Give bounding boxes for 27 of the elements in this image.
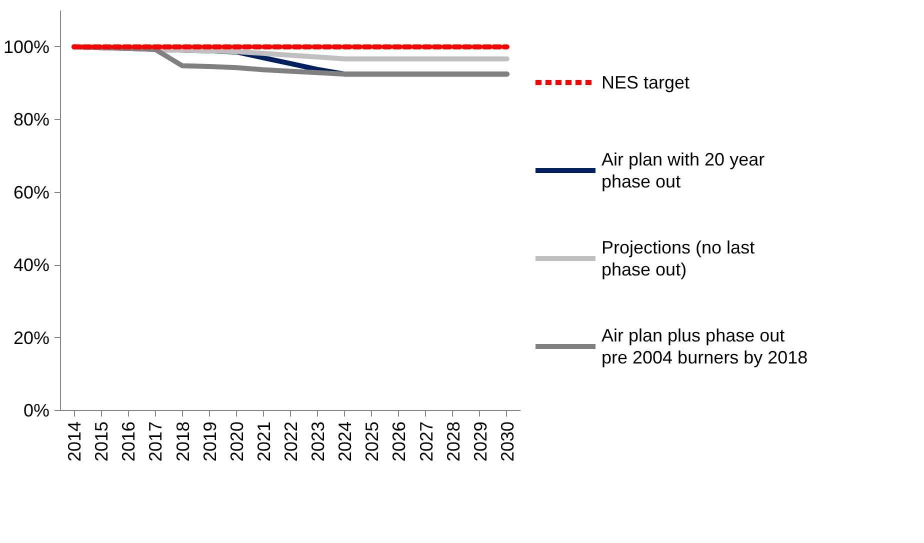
x-tick-label: 2021 (254, 421, 274, 462)
x-tick-label: 2027 (416, 421, 436, 462)
x-tick-label: 2022 (281, 421, 301, 462)
x-tick-label: 2030 (497, 421, 518, 462)
x-tick-label: 2016 (118, 421, 139, 462)
x-tick-label: 2019 (200, 421, 220, 462)
legend-label: Air plan plus phase out pre 2004 burners by 2018 (602, 326, 808, 368)
y-tick-label: 40% (13, 255, 50, 276)
x-tick-label: 2018 (172, 421, 193, 462)
y-tick-label: 100% (3, 36, 50, 57)
legend-label: NES target (602, 72, 690, 92)
legend-label: Air plan with 20 year phase out (602, 150, 765, 192)
x-tick-label: 2017 (146, 421, 166, 462)
x-tick-label: 2025 (362, 421, 382, 462)
legend-label: Projections (no last phase out) (602, 238, 755, 280)
y-tick-label: 60% (13, 182, 50, 202)
x-tick-label: 2029 (470, 421, 490, 462)
y-tick-label: 20% (13, 328, 50, 348)
x-tick-label: 2014 (64, 421, 85, 462)
x-tick-label: 2023 (308, 421, 328, 462)
y-tick-label: 0% (23, 400, 50, 420)
x-tick-label: 2026 (389, 421, 410, 462)
y-tick-label: 80% (13, 110, 50, 130)
x-tick-label: 2015 (92, 421, 112, 462)
x-tick-label: 2024 (335, 421, 356, 462)
x-tick-label: 2020 (226, 421, 247, 462)
x-tick-label: 2028 (443, 421, 464, 462)
